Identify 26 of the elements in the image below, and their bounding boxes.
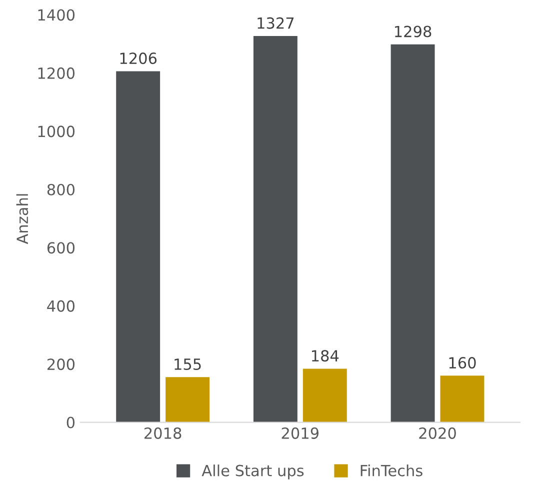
legend-label: FinTechs [360,464,422,476]
bar [166,377,210,422]
bar [116,71,160,422]
y-tick-label: 1200 [38,67,75,79]
x-tick-label: 2020 [419,427,456,439]
y-tick-label: 800 [47,184,75,196]
bar [253,36,298,422]
legend-label: Alle Start ups [202,464,304,480]
y-tick-label: 600 [47,242,75,254]
bar [440,376,484,422]
data-label: 184 [312,350,339,362]
data-label: 160 [449,357,476,369]
y-tick-label: 400 [47,300,75,312]
y-tick-label: 1000 [38,126,75,138]
bar [390,44,435,422]
y-tick-label: 0 [66,416,75,428]
y-tick-label: 200 [47,358,75,370]
x-tick-label: 2018 [144,427,182,439]
data-label: 1327 [258,17,294,29]
bar [302,368,347,422]
y-tick-label: 1400 [38,9,75,21]
x-tick-label: 2019 [282,427,319,439]
y-axis-title: Anzahl [16,194,28,244]
data-label: 1298 [395,26,432,38]
data-label: 155 [174,358,201,370]
data-label: 1206 [120,52,157,64]
